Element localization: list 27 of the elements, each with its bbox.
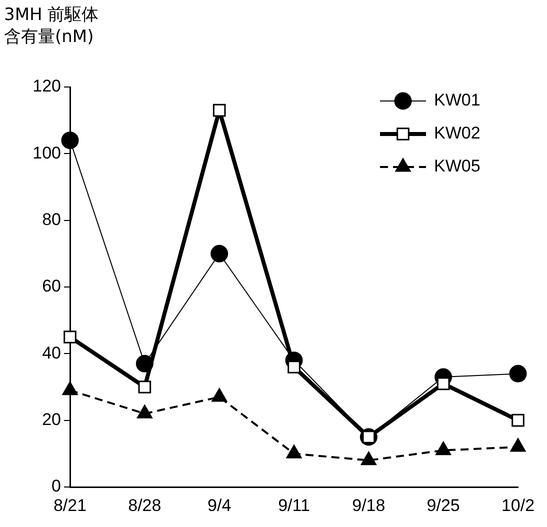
point [512,414,524,427]
y-tick-label: 0 [52,476,61,496]
point [210,244,228,262]
legend-label: KW02 [434,124,480,143]
point [288,360,300,374]
point [509,364,527,382]
x-tick-label: 9/4 [208,496,232,515]
point [61,132,79,150]
point [138,380,152,394]
x-tick-label: 9/25 [426,496,460,515]
y-tick-label: 20 [42,410,61,430]
legend-label: KW05 [434,156,480,176]
y-tick-label: 100 [32,143,61,162]
x-tick-label: 9/18 [352,496,386,515]
point [212,104,226,117]
y-tick-label: 120 [32,76,61,96]
point [64,330,76,344]
y-tick-label: 80 [42,210,61,230]
x-tick-label: 8/28 [128,496,162,515]
x-tick-label: 8/21 [53,496,87,515]
x-tick-label: 10/2 [501,496,535,515]
x-tick-label: 9/11 [278,496,310,515]
legend-label: KW01 [434,90,480,110]
point [436,377,450,390]
y-axis-title: 3MH 前駆体含有量(nM) [4,4,100,48]
y-tick-label: 40 [42,343,61,362]
y-tick-label: 60 [42,276,61,296]
